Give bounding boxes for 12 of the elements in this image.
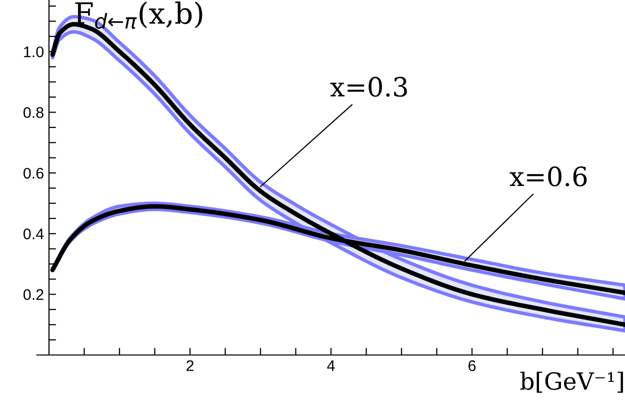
- chart-title: F$_{d←π}$(x,b): [75, 2, 202, 29]
- y-tick-label: 0.8: [23, 107, 44, 118]
- y-tick-label: 0.6: [23, 168, 44, 179]
- y-tick-label: 1.0: [24, 46, 44, 58]
- y-tick-label: 0.2: [23, 289, 44, 300]
- y-tick-label: 0.4: [23, 228, 44, 240]
- x-tick-label: 4: [327, 360, 335, 371]
- annotation: x=0.3: [330, 76, 407, 97]
- x-tick-label: 6: [468, 360, 476, 372]
- x-axis-title: b[GeV⁻¹]: [520, 372, 623, 393]
- x-tick-label: 2: [186, 360, 194, 371]
- annotation: x=0.6: [510, 166, 587, 186]
